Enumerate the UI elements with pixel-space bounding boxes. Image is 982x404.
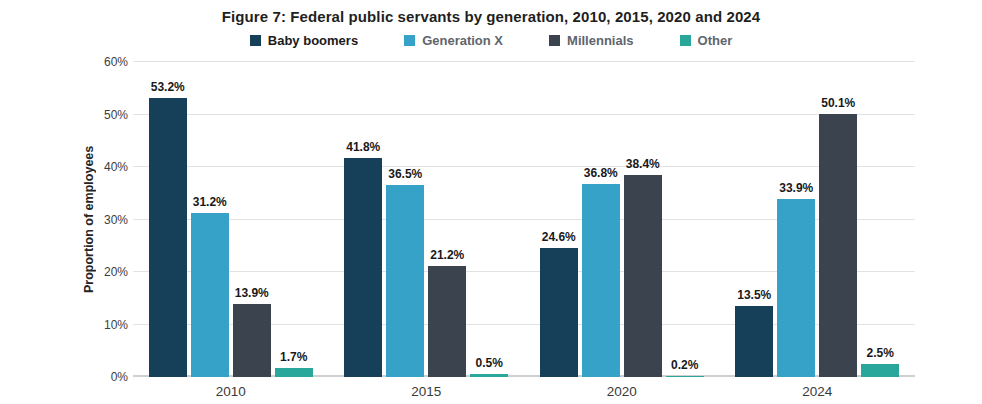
legend-item-other: Other (680, 33, 733, 48)
bar-group-2024: 13.5%33.9%50.1%2.5% (720, 62, 916, 377)
legend-label: Baby boomers (268, 33, 358, 48)
bar-millennials-2010: 13.9% (233, 304, 271, 377)
bar-value-label: 36.8% (584, 166, 618, 180)
bar-value-label: 13.5% (737, 288, 771, 302)
bar-value-label: 50.1% (821, 96, 855, 110)
bar-value-label: 53.2% (151, 80, 185, 94)
bar-baby-boomers-2015: 41.8% (344, 158, 382, 377)
legend: Baby boomers Generation X Millennials Other (0, 33, 982, 48)
y-tick-label: 50% (94, 108, 128, 122)
bar-millennials-2020: 38.4% (624, 175, 662, 377)
x-tick-label-2024: 2024 (720, 384, 916, 399)
legend-swatch-icon (680, 35, 691, 46)
bar-generation-x-2015: 36.5% (386, 185, 424, 377)
bar-group-2010: 53.2%31.2%13.9%1.7% (133, 62, 329, 377)
legend-item-generation-x: Generation X (404, 33, 503, 48)
y-tick-label: 10% (94, 318, 128, 332)
bar-value-label: 0.5% (476, 356, 503, 370)
legend-item-baby-boomers: Baby boomers (250, 33, 358, 48)
bar-groups: 53.2%31.2%13.9%1.7%41.8%36.5%21.2%0.5%24… (133, 62, 915, 377)
x-tick-label-2020: 2020 (524, 384, 720, 399)
chart-title: Figure 7: Federal public servants by gen… (0, 8, 982, 25)
bar-baby-boomers-2024: 13.5% (735, 306, 773, 377)
bar-generation-x-2024: 33.9% (777, 199, 815, 377)
bar-baby-boomers-2010: 53.2% (149, 98, 187, 377)
legend-item-millennials: Millennials (549, 33, 633, 48)
legend-swatch-icon (549, 35, 560, 46)
bar-value-label: 41.8% (346, 140, 380, 154)
bar-value-label: 24.6% (542, 230, 576, 244)
y-tick-label: 20% (94, 265, 128, 279)
bar-generation-x-2020: 36.8% (582, 184, 620, 377)
legend-label: Generation X (422, 33, 503, 48)
bar-value-label: 13.9% (235, 286, 269, 300)
bar-value-label: 1.7% (280, 350, 307, 364)
bar-millennials-2015: 21.2% (428, 266, 466, 377)
bar-value-label: 21.2% (430, 248, 464, 262)
legend-label: Other (698, 33, 733, 48)
bar-value-label: 33.9% (779, 181, 813, 195)
bar-other-2024: 2.5% (861, 364, 899, 377)
bar-millennials-2024: 50.1% (819, 114, 857, 377)
y-tick-label: 60% (94, 55, 128, 69)
x-tick-label-2015: 2015 (329, 384, 525, 399)
y-tick-label: 30% (94, 213, 128, 227)
figure-7-chart: Figure 7: Federal public servants by gen… (0, 0, 982, 404)
bar-value-label: 31.2% (193, 195, 227, 209)
x-tick-label-2010: 2010 (133, 384, 329, 399)
plot-area: 53.2%31.2%13.9%1.7%41.8%36.5%21.2%0.5%24… (133, 62, 915, 377)
bar-value-label: 0.2% (671, 358, 698, 372)
bar-value-label: 2.5% (867, 346, 894, 360)
bar-other-2015: 0.5% (470, 374, 508, 377)
bar-value-label: 36.5% (388, 167, 422, 181)
bar-group-2020: 24.6%36.8%38.4%0.2% (524, 62, 720, 377)
x-axis-labels: 2010201520202024 (133, 384, 915, 399)
y-tick-label: 0% (94, 370, 128, 384)
bar-group-2015: 41.8%36.5%21.2%0.5% (329, 62, 525, 377)
y-tick-label: 40% (94, 160, 128, 174)
bar-generation-x-2010: 31.2% (191, 213, 229, 377)
legend-label: Millennials (567, 33, 633, 48)
bar-other-2020: 0.2% (666, 376, 704, 377)
legend-swatch-icon (404, 35, 415, 46)
bar-value-label: 38.4% (626, 157, 660, 171)
legend-swatch-icon (250, 35, 261, 46)
bar-other-2010: 1.7% (275, 368, 313, 377)
bar-baby-boomers-2020: 24.6% (540, 248, 578, 377)
